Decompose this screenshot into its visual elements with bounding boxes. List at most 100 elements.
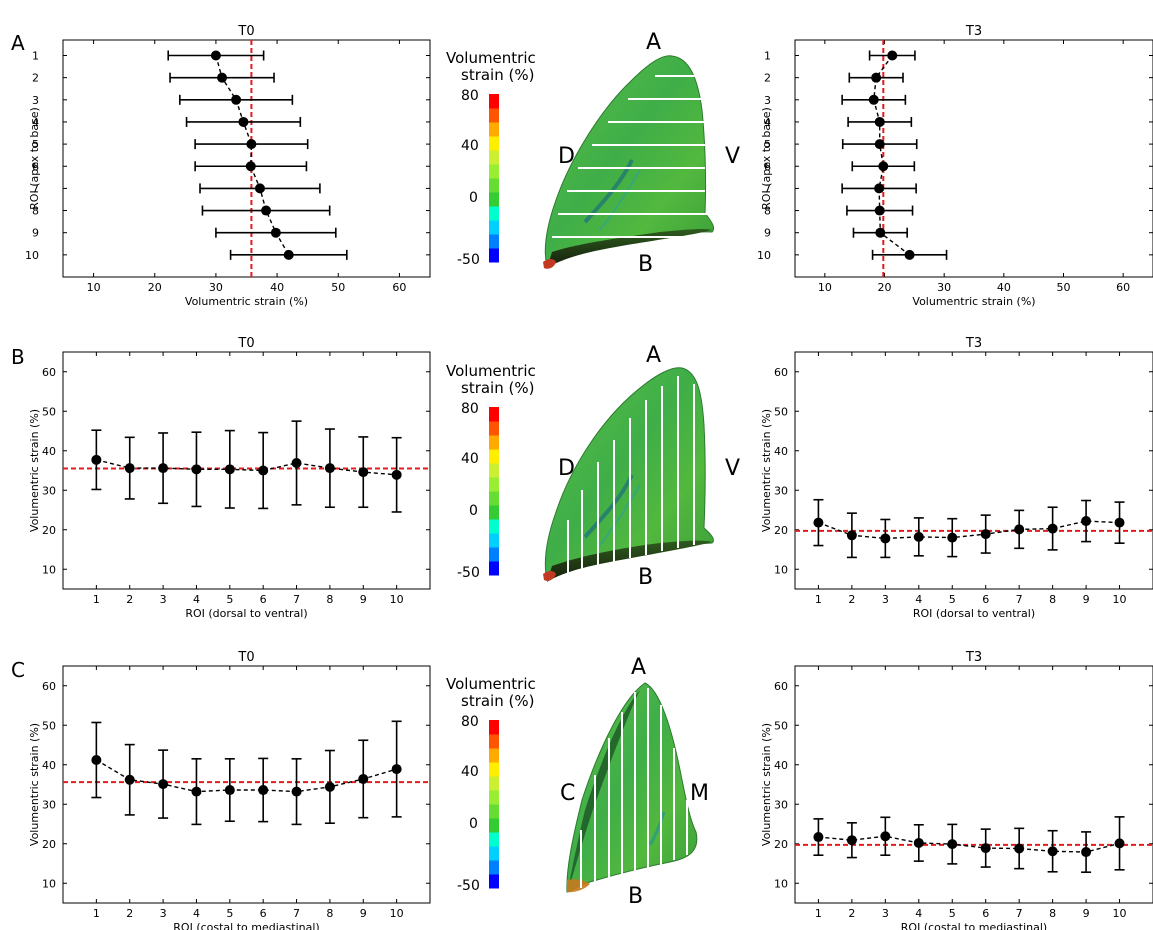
- x-tick-label: 10: [1113, 907, 1127, 920]
- chart-title: T0: [237, 336, 254, 351]
- data-point: [947, 532, 958, 543]
- y-tick-label: 50: [774, 405, 788, 418]
- lung-label-top: A: [646, 343, 661, 368]
- plot-frame: [62, 39, 431, 278]
- chart-title: T0: [237, 650, 254, 665]
- x-tick-label: 1: [93, 907, 100, 920]
- colorbar-segment: [489, 435, 499, 450]
- y-tick-label: 10: [25, 249, 39, 262]
- data-point: [813, 832, 824, 843]
- data-point: [210, 50, 221, 61]
- colorbar-c: Volumentric strain (%) 80 40 0 -50: [446, 675, 536, 894]
- data-point: [887, 50, 898, 61]
- data-point: [846, 835, 857, 846]
- row-label-b: B: [11, 345, 25, 369]
- data-point: [874, 139, 885, 150]
- x-tick-label: 50: [1057, 281, 1071, 294]
- y-tick-label: 8: [32, 205, 39, 218]
- x-tick-label: 1: [93, 593, 100, 606]
- x-tick-label: 8: [1049, 907, 1056, 920]
- chart-title: T3: [965, 650, 982, 665]
- colorbar-tick: 80: [461, 401, 479, 417]
- y-axis-label: Volumentric strain (%): [760, 723, 773, 846]
- data-point: [874, 116, 885, 127]
- series-connector: [215, 55, 290, 256]
- data-point: [875, 227, 886, 238]
- lung-surface: [566, 682, 698, 893]
- x-axis-label: Volumentric strain (%): [185, 295, 308, 308]
- colorbar-title-line1: Volumentric: [446, 675, 536, 693]
- x-tick-label: 30: [209, 281, 223, 294]
- y-tick-label: 60: [42, 680, 56, 693]
- x-tick-label: 50: [331, 281, 345, 294]
- x-tick-label: 10: [87, 281, 101, 294]
- colorbar-segment: [489, 407, 499, 422]
- colorbar-segment: [489, 547, 499, 562]
- colorbar-segment: [489, 720, 499, 735]
- y-axis-label: Volumentric strain (%): [760, 409, 773, 532]
- data-point: [324, 463, 335, 474]
- x-tick-label: 9: [360, 593, 367, 606]
- lung-label-right: V: [725, 144, 740, 169]
- colorbar-segment: [489, 790, 499, 805]
- chart-b-t0: T0 10 20 30 40 50 60 1 2 3 4 5 6 7 8 9 10 ROI (dorsal to …: [28, 336, 431, 620]
- data-point: [1081, 847, 1092, 858]
- lung-label-left: D: [558, 456, 575, 481]
- row-label-c: C: [11, 658, 25, 682]
- y-tick-label: 40: [774, 445, 788, 458]
- colorbar-segment: [489, 234, 499, 249]
- y-tick-label: 3: [764, 94, 771, 107]
- y-tick-label: 20: [42, 838, 56, 851]
- data-point: [878, 161, 889, 172]
- data-point: [871, 72, 882, 83]
- colorbar-segment: [489, 860, 499, 875]
- x-tick-label: 3: [160, 593, 167, 606]
- plot-frame: [62, 665, 431, 904]
- x-tick-label: 8: [326, 907, 333, 920]
- colorbar-b: Volumentric strain (%) 80 40 0 -50: [446, 362, 536, 581]
- colorbar-title-line1: Volumentric: [446, 362, 536, 380]
- x-tick-label: 1: [815, 593, 822, 606]
- plot-frame: [794, 351, 1153, 590]
- data-point: [1114, 517, 1125, 528]
- colorbar-segment: [489, 108, 499, 123]
- colorbar-tick: 80: [461, 88, 479, 104]
- y-tick-label: 2: [764, 72, 771, 85]
- colorbar-segment: [489, 491, 499, 506]
- data-point: [846, 530, 857, 541]
- data-point: [868, 94, 879, 105]
- colorbar-tick: 0: [469, 190, 478, 206]
- y-tick-label: 8: [764, 205, 771, 218]
- data-point: [124, 463, 135, 474]
- x-tick-label: 2: [126, 907, 133, 920]
- colorbar-segment: [489, 136, 499, 151]
- x-tick-label: 4: [193, 907, 200, 920]
- colorbar-tick: 40: [461, 764, 479, 780]
- colorbar-segment: [489, 734, 499, 749]
- y-tick-label: 60: [42, 366, 56, 379]
- x-tick-label: 2: [848, 907, 855, 920]
- data-point: [880, 831, 891, 842]
- lung-rendering-a: [543, 55, 715, 269]
- x-tick-label: 7: [293, 907, 300, 920]
- x-tick-label: 2: [126, 593, 133, 606]
- colorbar-title-line2: strain (%): [461, 692, 534, 710]
- data-point: [270, 227, 281, 238]
- data-point: [358, 467, 369, 478]
- colorbar-tick: -50: [457, 252, 480, 268]
- x-axis-label: ROI (costal to mediastinal): [173, 921, 319, 930]
- chart-b-t3: T3 10 20 30 40 50 60 1 2 3 4 5 6 7 8 9 10 ROI (dorsal to …: [760, 336, 1153, 620]
- data-point: [1081, 516, 1092, 527]
- colorbar-tick: 0: [469, 816, 478, 832]
- data-point: [1014, 843, 1025, 854]
- lung-base-orange: [567, 879, 590, 893]
- x-tick-label: 2: [848, 593, 855, 606]
- lung-label-right: M: [690, 781, 709, 806]
- y-axis-label: Volumentric strain (%): [28, 723, 41, 846]
- y-tick-label: 10: [42, 563, 56, 576]
- lung-label-top: A: [646, 30, 661, 55]
- colorbar-a: Volumentric strain (%) 80 40 0 -50: [446, 49, 536, 268]
- chart-title: T3: [965, 336, 982, 351]
- colorbar-segment: [489, 248, 499, 263]
- series-connector: [96, 459, 397, 476]
